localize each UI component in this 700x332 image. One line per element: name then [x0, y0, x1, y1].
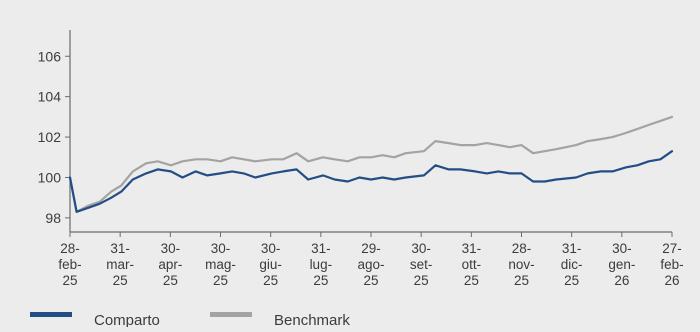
y-tick-label: 106 — [38, 48, 62, 64]
series-line-benchmark — [68, 115, 674, 213]
x-tick-label: 30-gen-26 — [608, 241, 635, 288]
y-tick-label: 102 — [38, 129, 62, 145]
x-tick-label: 31-mar-25 — [106, 241, 134, 288]
x-tick-label: 28-feb-25 — [58, 241, 81, 288]
legend-swatch-comparto — [30, 312, 72, 317]
x-tick-label: 31-lug-25 — [310, 241, 333, 288]
x-axis: 28-feb-25 31-mar-25 30-apr-25 30-mag-25 30-g… — [58, 231, 684, 288]
legend-swatch-benchmark — [210, 312, 252, 317]
legend: Comparto Benchmark — [30, 312, 350, 329]
x-tick-label: 30-set-25 — [410, 241, 433, 288]
y-tick-label: 104 — [38, 89, 62, 105]
y-tick-label: 98 — [45, 210, 61, 226]
series-line-comparto — [68, 150, 674, 213]
x-tick-label: 30-mag-25 — [205, 241, 236, 288]
y-tick-label: 100 — [38, 169, 62, 185]
x-tick-label: 27-feb-26 — [660, 241, 683, 288]
legend-label-benchmark: Benchmark — [274, 312, 350, 327]
x-tick-label: 29-ago-25 — [357, 241, 384, 288]
y-axis: 98 100 102 104 106 — [38, 30, 71, 232]
legend-label-comparto: Comparto — [94, 312, 160, 327]
x-tick-label: 30-apr-25 — [158, 241, 182, 288]
x-tick-label: 31-ott-25 — [462, 241, 482, 288]
series-lines — [68, 115, 674, 213]
x-tick-label: 31-dic-25 — [561, 241, 583, 288]
x-tick-label: 30-giu-25 — [259, 241, 282, 288]
x-tick-label: 28-nov-25 — [508, 241, 534, 288]
